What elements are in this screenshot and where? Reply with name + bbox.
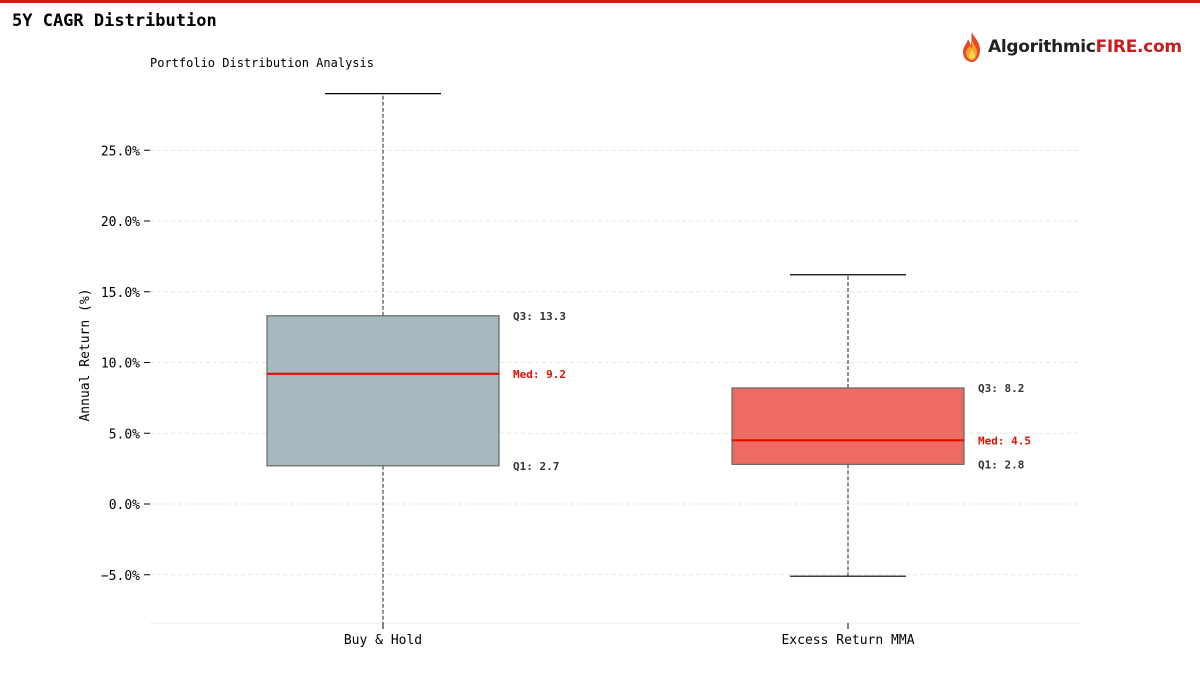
iqr-box [266, 315, 500, 467]
box-group: Q3: 13.3 Med: 9.2 Q1: 2.7 [266, 93, 566, 623]
iqr-box [731, 387, 965, 465]
chart-title: Portfolio Distribution Analysis [150, 56, 374, 70]
logo: AlgorithmicFIRE.com [960, 30, 1182, 64]
logo-text-algorithmic: Algorithmic [988, 37, 1096, 57]
y-tick-label: −5.0% [101, 569, 140, 584]
logo-text-fire: FIRE.com [1095, 37, 1182, 57]
accent-top-bar [0, 0, 1200, 3]
median-label: Med: 9.2 [513, 368, 566, 381]
y-axis-label: Annual Return (%) [78, 288, 93, 421]
y-axis: −5.0% 0.0% 5.0% 10.0% 15.0% 20.0% 25.0% [101, 144, 150, 584]
q1-label: Q1: 2.7 [513, 460, 559, 473]
x-tick-label: Buy & Hold [344, 633, 422, 648]
y-tick-label: 10.0% [101, 357, 140, 372]
y-tick-label: 5.0% [109, 427, 140, 442]
x-axis: Buy & Hold Excess Return MMA [344, 623, 915, 648]
y-tick-label: 0.0% [109, 498, 140, 513]
page-title: 5Y CAGR Distribution [12, 11, 217, 31]
boxes: Q3: 13.3 Med: 9.2 Q1: 2.7 Q3: 8.2 Med: 4.5 Q1… [266, 93, 1031, 623]
y-tick-label: 20.0% [101, 215, 140, 230]
flame-icon [963, 32, 980, 62]
y-tick-label: 15.0% [101, 286, 140, 301]
q1-label: Q1: 2.8 [978, 458, 1024, 471]
y-tick-label: 25.0% [101, 144, 140, 159]
q3-label: Q3: 13.3 [513, 310, 566, 323]
box-group: Q3: 8.2 Med: 4.5 Q1: 2.8 [731, 274, 1031, 577]
q3-label: Q3: 8.2 [978, 382, 1024, 395]
median-label: Med: 4.5 [978, 434, 1031, 447]
x-tick-label: Excess Return MMA [781, 633, 914, 648]
